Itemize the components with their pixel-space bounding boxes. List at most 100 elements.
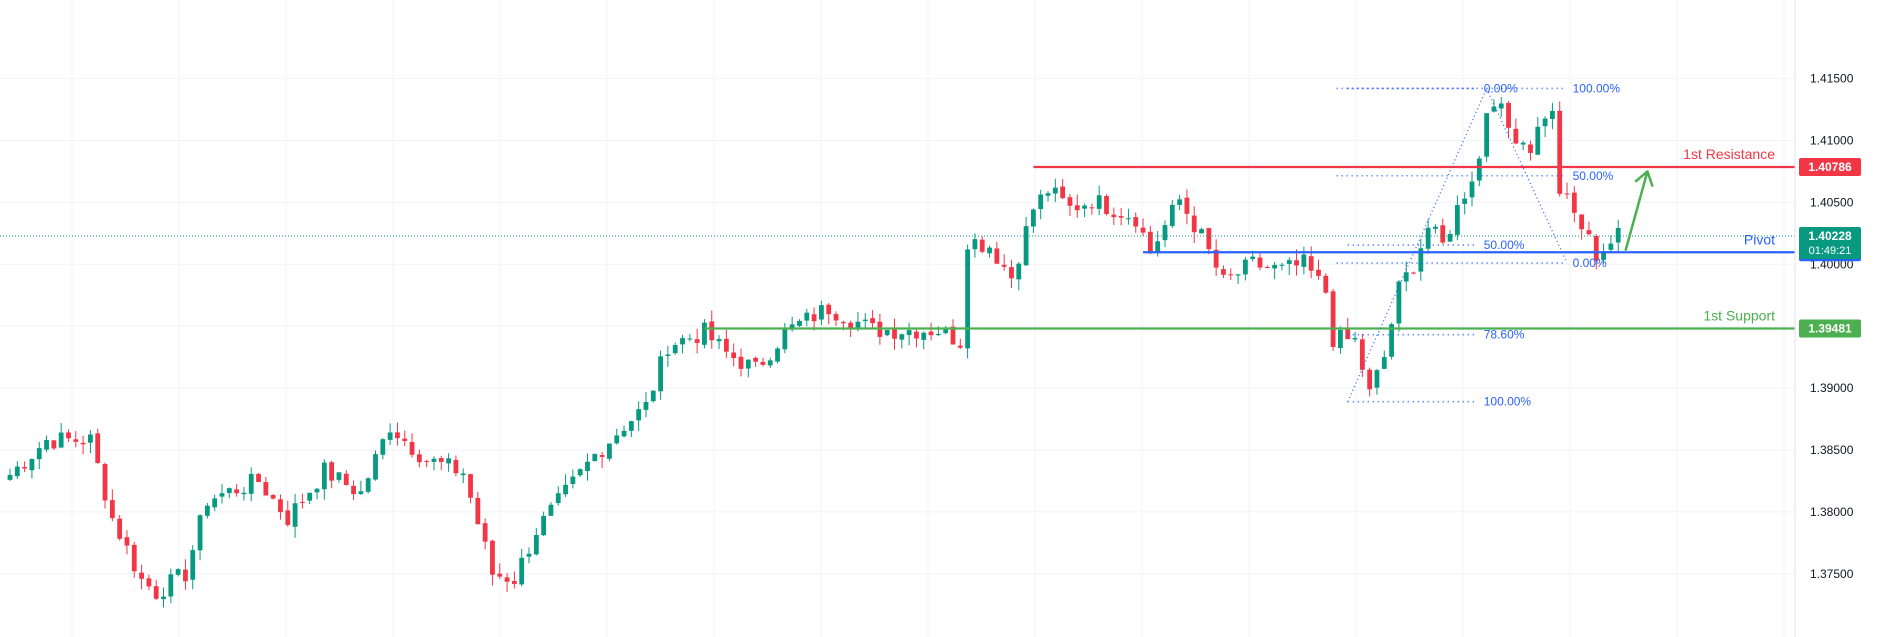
candle-body <box>555 493 561 503</box>
candle-body <box>1250 256 1256 260</box>
candle-body <box>1213 249 1219 268</box>
candle <box>80 435 86 455</box>
candle-body <box>862 319 868 322</box>
candle-body <box>1206 228 1212 250</box>
candle <box>66 429 71 443</box>
candle-body <box>1374 370 1380 388</box>
grid <box>0 0 1795 637</box>
candle <box>1074 194 1080 218</box>
candle <box>1089 203 1095 215</box>
candle <box>1213 239 1219 277</box>
candle <box>314 488 320 500</box>
candle <box>1359 334 1365 378</box>
current-price-badge-countdown: 01:49:21 <box>1809 245 1852 257</box>
candle <box>365 477 371 494</box>
candle-body <box>1601 251 1606 260</box>
candle <box>1031 208 1036 233</box>
candle-body <box>1367 369 1373 390</box>
candle-body <box>636 409 642 421</box>
candle <box>1052 178 1058 203</box>
candle-body <box>1235 274 1241 276</box>
candle <box>577 468 583 477</box>
candle <box>292 493 298 538</box>
candle-body <box>1294 260 1299 266</box>
candle <box>731 343 737 367</box>
candle <box>1199 227 1204 234</box>
candle <box>1221 265 1226 279</box>
candle-body <box>29 459 35 471</box>
candle <box>58 423 64 448</box>
candle-body <box>1323 275 1329 293</box>
candle <box>7 468 13 481</box>
candle-body <box>935 333 941 336</box>
candle-body <box>1462 198 1468 204</box>
candle-body <box>146 578 152 587</box>
candle <box>1520 140 1526 151</box>
candle-body <box>139 572 144 579</box>
candle-body <box>1418 248 1424 272</box>
candle-body <box>621 430 627 437</box>
candle-body <box>599 455 605 457</box>
candle-body <box>292 503 298 527</box>
candle-body <box>1242 259 1248 275</box>
candle <box>1162 220 1168 248</box>
candle-body <box>1221 269 1226 275</box>
candle-body <box>511 581 517 584</box>
candle <box>738 348 744 377</box>
candle-body <box>44 439 49 450</box>
candle-body <box>811 314 817 322</box>
candle <box>563 474 568 497</box>
candle <box>373 450 378 481</box>
candle <box>585 453 590 481</box>
axis-tick-label: 1.38000 <box>1810 505 1854 519</box>
level-name: Pivot <box>1744 231 1775 247</box>
candle <box>833 311 839 326</box>
candle-body <box>1506 103 1511 128</box>
candle <box>468 473 473 504</box>
candle-body <box>607 443 612 459</box>
price-axis[interactable]: 1.415001.410001.405001.400001.395001.390… <box>1794 0 1861 637</box>
candle <box>643 392 649 418</box>
candle-body <box>585 461 590 472</box>
candle-body <box>14 466 20 477</box>
candle <box>957 338 963 350</box>
candle-body <box>190 550 196 580</box>
candle-body <box>358 491 364 494</box>
candle <box>1191 206 1197 244</box>
candle-body <box>782 328 788 350</box>
candle <box>197 514 203 561</box>
candle <box>672 342 678 355</box>
axis-tick-label: 1.39000 <box>1810 381 1854 395</box>
candle <box>665 345 671 367</box>
candle-body <box>906 330 912 336</box>
level-price-badge: 1.40786 <box>1799 157 1861 176</box>
candle <box>380 438 386 460</box>
candle <box>987 245 992 258</box>
candle-body <box>1484 113 1490 157</box>
candle <box>1352 331 1358 343</box>
candle <box>14 461 20 479</box>
candle-body <box>212 498 218 508</box>
candle-body <box>95 433 101 463</box>
candle <box>1206 227 1212 255</box>
candle <box>161 587 166 608</box>
candle-body <box>351 485 356 495</box>
candle <box>1381 350 1387 370</box>
candle-body <box>285 510 291 525</box>
candle-body <box>1433 226 1438 229</box>
candle-body <box>80 442 86 445</box>
candle-body <box>1557 110 1563 194</box>
candle-body <box>1491 106 1497 112</box>
candle <box>321 459 327 500</box>
candle-body <box>183 569 188 582</box>
candle <box>416 449 422 468</box>
candle <box>438 455 444 471</box>
candle <box>351 480 356 501</box>
candle-body <box>321 462 327 490</box>
candle-body <box>826 304 832 315</box>
candle <box>1257 253 1263 271</box>
candle <box>358 480 364 495</box>
candle <box>1279 262 1285 271</box>
candle-body <box>1396 281 1402 324</box>
